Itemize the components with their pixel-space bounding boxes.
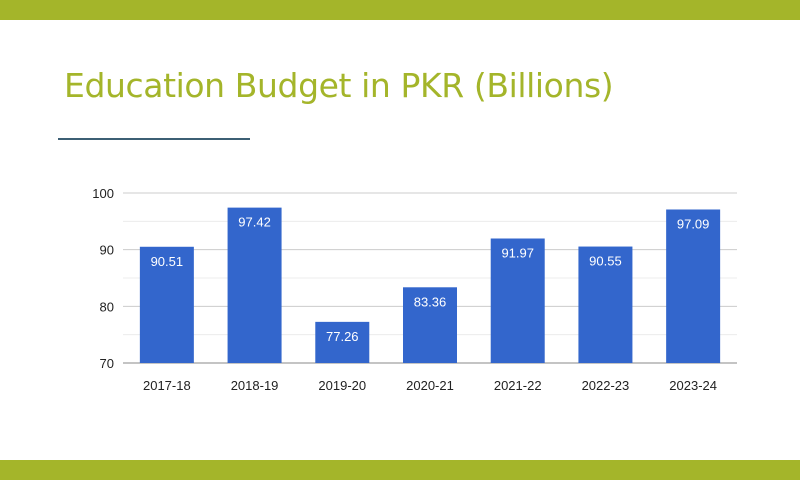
bar	[578, 246, 633, 363]
x-tick-label: 2022-23	[582, 378, 630, 393]
bar	[139, 246, 194, 363]
bar	[315, 321, 370, 363]
x-tick-label: 2020-21	[406, 378, 454, 393]
bar	[227, 207, 282, 363]
x-tick-label: 2017-18	[143, 378, 191, 393]
bar	[403, 287, 457, 363]
title-underline	[58, 138, 250, 140]
y-tick-label: 90	[100, 243, 114, 258]
top-accent-band	[0, 0, 800, 20]
bar	[490, 238, 545, 363]
bar-data-label: 97.42	[238, 215, 271, 230]
bar-data-label: 90.55	[589, 254, 622, 269]
bar-data-label: 91.97	[501, 246, 534, 261]
slide-title: Education Budget in PKR (Billions)	[64, 66, 614, 105]
bars: 90.51 97.42 77.26 83.36 91.97 90.55 97.09	[139, 207, 721, 363]
x-tick-label: 2023-24	[669, 378, 717, 393]
bar-data-label: 77.26	[326, 329, 359, 344]
x-tick-label: 2021-22	[494, 378, 542, 393]
y-tick-label: 100	[92, 186, 114, 201]
y-tick-label: 80	[100, 299, 114, 314]
x-tick-label: 2019-20	[318, 378, 366, 393]
bottom-accent-band	[0, 460, 800, 480]
bar-data-label: 83.36	[414, 294, 447, 309]
y-tick-label: 70	[100, 356, 114, 371]
y-axis-ticks: 70 80 90 100	[92, 186, 114, 371]
bar-data-label: 97.09	[677, 216, 710, 231]
bar-data-label: 90.51	[151, 254, 184, 269]
bar	[666, 209, 721, 363]
x-tick-label: 2018-19	[231, 378, 279, 393]
x-axis-ticks: 2017-18 2018-19 2019-20 2020-21 2021-22 2022-…	[143, 378, 717, 393]
